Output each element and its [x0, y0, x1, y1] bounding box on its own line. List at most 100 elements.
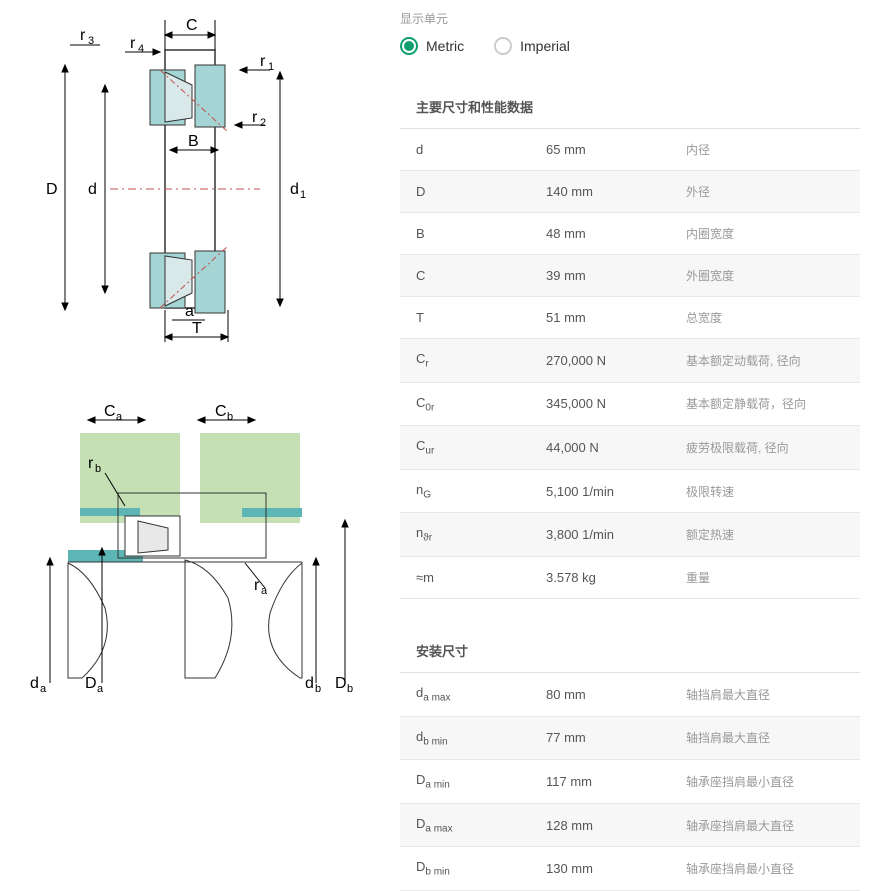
row-desc: 轴承座挡肩最小直径 [686, 773, 860, 790]
svg-text:a: a [185, 303, 194, 320]
svg-text:C: C [215, 403, 227, 420]
row-symbol: Cr [416, 351, 546, 370]
table-row: Cur44,000 N疲劳极限载荷, 径向 [400, 426, 860, 470]
svg-text:r: r [252, 109, 258, 126]
table-row: B48 mm内圈宽度 [400, 213, 860, 255]
svg-text:r: r [80, 27, 86, 44]
row-value: 3,800 1/min [546, 527, 686, 542]
row-symbol: db min [416, 729, 546, 748]
svg-text:b: b [227, 411, 233, 423]
radio-imperial[interactable]: Imperial [494, 37, 570, 55]
row-desc: 轴承座挡肩最小直径 [686, 860, 860, 877]
row-desc: 总宽度 [686, 309, 860, 326]
radio-metric-label: Metric [426, 38, 464, 54]
svg-text:r: r [260, 53, 266, 70]
svg-text:d: d [290, 181, 299, 198]
table-row: Da min117 mm轴承座挡肩最小直径 [400, 760, 860, 804]
svg-text:a: a [261, 585, 268, 597]
row-symbol: Da min [416, 772, 546, 791]
bearing-diagram-top: r3 r4 C r1 r2 B D d d1 a T [10, 10, 340, 345]
table-row: nG5,100 1/min极限转速 [400, 470, 860, 514]
table-row: Cr270,000 N基本额定动载荷, 径向 [400, 339, 860, 383]
row-desc: 轴承座挡肩最大直径 [686, 817, 860, 834]
svg-text:C: C [104, 403, 116, 420]
row-value: 5,100 1/min [546, 484, 686, 499]
table-row: Db min130 mm轴承座挡肩最小直径 [400, 847, 860, 891]
row-value: 48 mm [546, 226, 686, 241]
main-data-table: d65 mm内径D140 mm外径B48 mm内圈宽度C39 mm外圈宽度T51… [400, 129, 860, 599]
row-symbol: C [416, 268, 546, 283]
radio-metric[interactable]: Metric [400, 37, 464, 55]
row-value: 80 mm [546, 687, 686, 702]
row-symbol: nG [416, 482, 546, 501]
svg-text:r: r [254, 577, 260, 594]
radio-circle-icon [400, 37, 418, 55]
row-value: 140 mm [546, 184, 686, 199]
row-desc: 极限转速 [686, 483, 860, 500]
row-value: 130 mm [546, 861, 686, 876]
row-value: 44,000 N [546, 440, 686, 455]
mounting-data-table: da max80 mm轴挡肩最大直径db min77 mm轴挡肩最大直径Da m… [400, 673, 860, 891]
table-row: C39 mm外圈宽度 [400, 255, 860, 297]
table-row: T51 mm总宽度 [400, 297, 860, 339]
row-desc: 内圈宽度 [686, 225, 860, 242]
row-desc: 疲劳极限载荷, 径向 [686, 439, 860, 456]
row-symbol: T [416, 310, 546, 325]
svg-text:a: a [116, 411, 123, 423]
row-value: 39 mm [546, 268, 686, 283]
row-symbol: Db min [416, 859, 546, 878]
svg-text:2: 2 [260, 117, 266, 129]
row-value: 270,000 N [546, 353, 686, 368]
row-desc: 内径 [686, 141, 860, 158]
row-symbol: ≈m [416, 570, 546, 585]
svg-text:1: 1 [300, 189, 306, 201]
unit-label: 显示单元 [400, 10, 860, 27]
row-symbol: Da max [416, 816, 546, 835]
svg-text:B: B [188, 133, 199, 150]
row-value: 65 mm [546, 142, 686, 157]
row-symbol: da max [416, 685, 546, 704]
svg-text:a: a [40, 683, 47, 695]
row-desc: 轴挡肩最大直径 [686, 729, 860, 746]
table-row: Da max128 mm轴承座挡肩最大直径 [400, 804, 860, 848]
row-symbol: D [416, 184, 546, 199]
svg-text:T: T [192, 320, 202, 337]
row-symbol: d [416, 142, 546, 157]
svg-text:r: r [130, 35, 136, 52]
row-symbol: Cur [416, 438, 546, 457]
row-desc: 外圈宽度 [686, 267, 860, 284]
svg-text:b: b [95, 463, 101, 475]
svg-text:d: d [30, 675, 39, 692]
svg-text:r: r [88, 455, 94, 472]
row-value: 117 mm [546, 774, 686, 789]
row-symbol: C0r [416, 395, 546, 414]
table-row: nϑr3,800 1/min额定热速 [400, 513, 860, 557]
row-desc: 基本额定静载荷，径向 [686, 395, 860, 412]
svg-text:D: D [46, 181, 58, 198]
table-row: C0r345,000 N基本额定静载荷，径向 [400, 383, 860, 427]
row-symbol: nϑr [416, 525, 546, 544]
row-symbol: B [416, 226, 546, 241]
row-value: 345,000 N [546, 396, 686, 411]
section-mounting-title: 安装尺寸 [400, 629, 860, 673]
svg-text:b: b [315, 683, 321, 695]
svg-text:4: 4 [138, 43, 144, 55]
svg-text:a: a [97, 683, 104, 695]
table-row: db min77 mm轴挡肩最大直径 [400, 717, 860, 761]
table-row: d65 mm内径 [400, 129, 860, 171]
row-value: 128 mm [546, 818, 686, 833]
section-main-title: 主要尺寸和性能数据 [400, 85, 860, 129]
svg-text:d: d [305, 675, 314, 692]
row-desc: 基本额定动载荷, 径向 [686, 352, 860, 369]
svg-text:D: D [335, 675, 347, 692]
bearing-diagram-bottom: Ca Cb rb ra da Da db Db [10, 378, 370, 718]
unit-radio-group: Metric Imperial [400, 37, 860, 55]
svg-text:d: d [88, 181, 97, 198]
row-desc: 额定热速 [686, 526, 860, 543]
svg-text:3: 3 [88, 35, 94, 47]
row-value: 51 mm [546, 310, 686, 325]
table-row: D140 mm外径 [400, 171, 860, 213]
radio-circle-icon [494, 37, 512, 55]
table-row: da max80 mm轴挡肩最大直径 [400, 673, 860, 717]
row-value: 3.578 kg [546, 570, 686, 585]
